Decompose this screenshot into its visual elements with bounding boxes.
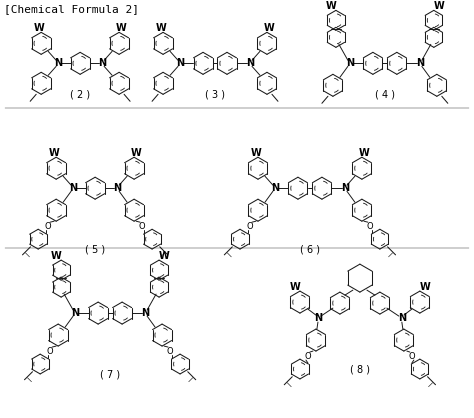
Text: [Chemical Formula 2]: [Chemical Formula 2]: [4, 4, 139, 14]
Text: W: W: [433, 1, 444, 11]
Text: W: W: [251, 148, 261, 158]
Text: N: N: [54, 59, 62, 68]
Text: ( 6 ): ( 6 ): [300, 244, 320, 254]
Text: W: W: [34, 23, 45, 33]
Text: W: W: [155, 23, 166, 33]
Text: W: W: [159, 251, 169, 261]
Text: N: N: [416, 59, 424, 68]
Text: W: W: [326, 1, 336, 11]
Text: N: N: [176, 59, 184, 68]
Text: W: W: [419, 282, 430, 292]
Text: N: N: [98, 59, 106, 68]
Text: O: O: [167, 347, 173, 356]
Text: O: O: [45, 222, 52, 231]
Text: W: W: [131, 148, 141, 158]
Text: ( 3 ): ( 3 ): [205, 89, 225, 99]
Text: N: N: [271, 183, 279, 193]
Text: N: N: [71, 308, 79, 318]
Text: N: N: [141, 308, 149, 318]
Text: N: N: [398, 313, 406, 323]
Text: N: N: [69, 183, 77, 193]
Text: N: N: [113, 183, 121, 193]
Text: W: W: [116, 23, 127, 33]
Text: ( 5 ): ( 5 ): [85, 244, 105, 254]
Text: W: W: [51, 251, 62, 261]
Text: O: O: [409, 352, 415, 361]
Text: W: W: [290, 282, 301, 292]
Text: N: N: [341, 183, 349, 193]
Text: ( 8 ): ( 8 ): [350, 364, 370, 374]
Text: N: N: [246, 59, 254, 68]
Text: O: O: [139, 222, 146, 231]
Text: O: O: [366, 222, 373, 231]
Text: N: N: [314, 313, 322, 323]
Text: O: O: [305, 352, 311, 361]
Text: N: N: [346, 59, 354, 68]
Text: W: W: [358, 148, 369, 158]
Text: ( 4 ): ( 4 ): [375, 89, 395, 99]
Text: O: O: [246, 222, 253, 231]
Text: W: W: [49, 148, 60, 158]
Text: ( 2 ): ( 2 ): [70, 89, 90, 99]
Text: W: W: [264, 23, 274, 33]
Text: ( 7 ): ( 7 ): [100, 369, 120, 379]
Text: O: O: [47, 347, 54, 356]
